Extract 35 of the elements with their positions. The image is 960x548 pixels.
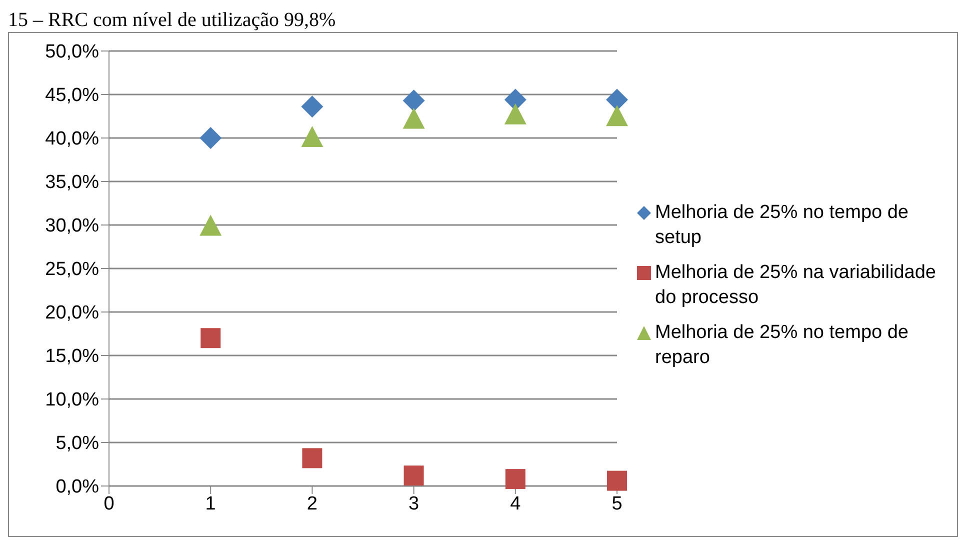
point	[607, 470, 627, 491]
point	[200, 127, 222, 149]
point	[606, 105, 628, 126]
chart-title: 15 – RRC com nível de utilização 99,8%	[8, 8, 337, 32]
point	[504, 103, 526, 124]
y-tick-label: 25,0%	[45, 259, 100, 280]
legend-label: Melhoria de 25% na variabilidade do processo	[655, 260, 937, 310]
y-tick-label: 40,0%	[45, 128, 100, 150]
y-tick-label: 45,0%	[45, 85, 100, 106]
y-tick-label: 15,0%	[45, 346, 100, 368]
y-tick-label: 10,0%	[45, 390, 100, 411]
y-tick-label: 35,0%	[45, 172, 100, 194]
point	[301, 126, 324, 147]
x-tick-label: 3	[408, 493, 420, 514]
y-tick-label: 20,0%	[45, 302, 100, 324]
y-tick-label: 50,0%	[45, 42, 100, 63]
x-tick-label: 0	[104, 493, 114, 514]
point	[301, 96, 324, 118]
point	[302, 448, 322, 468]
x-tick-label: 2	[306, 493, 318, 514]
y-tick-label: 30,0%	[45, 216, 100, 237]
point	[200, 214, 222, 236]
y-tick-label: 5,0%	[56, 433, 100, 454]
point	[402, 90, 425, 112]
x-tick-label: 1	[205, 493, 216, 514]
legend-label: Melhoria de 25% no tempo de reparo	[655, 320, 910, 370]
point	[404, 466, 424, 486]
point	[505, 469, 526, 490]
x-tick-label: 5	[612, 493, 622, 514]
point	[606, 88, 628, 111]
x-tick-label: 4	[510, 493, 522, 514]
point	[402, 108, 425, 129]
legend-label: Melhoria de 25% no tempo de setup	[655, 200, 910, 250]
y-tick-label: 0,0%	[56, 476, 100, 498]
point	[200, 328, 221, 348]
